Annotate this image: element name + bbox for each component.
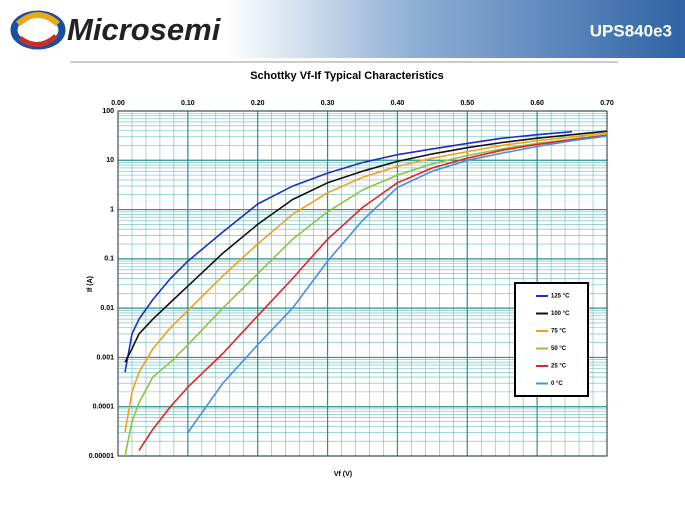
series-line <box>138 134 608 451</box>
legend-label: 25 °C <box>551 364 567 370</box>
header-band <box>0 0 685 58</box>
y-tick-label: 0.1 <box>104 256 114 263</box>
y-axis-label: If (A) <box>87 276 94 292</box>
series-line <box>124 130 608 363</box>
logo-text: Microsemi <box>67 12 222 47</box>
plot-frame <box>117 110 608 457</box>
x-tick-label: 0.20 <box>251 100 265 107</box>
y-tick-label: 10 <box>106 157 114 164</box>
y-tick-label: 0.0001 <box>93 404 115 411</box>
x-tick-label: 0.70 <box>600 100 614 107</box>
y-tick-label: 0.00001 <box>89 453 114 460</box>
legend-label: 100 °C <box>551 311 570 317</box>
x-tick-label: 0.60 <box>530 100 544 107</box>
legend-label: 0 °C <box>551 381 563 387</box>
legend-label: 75 °C <box>551 329 567 335</box>
legend-label: 125 °C <box>551 294 570 300</box>
logo-icon <box>10 10 66 50</box>
x-axis-label: Vf (V) <box>334 471 352 478</box>
series-line <box>124 130 573 373</box>
x-tick-label: 0.10 <box>181 100 195 107</box>
legend-label: 50 °C <box>551 346 567 352</box>
x-tick-label: 0.00 <box>111 100 125 107</box>
y-tick-label: 1 <box>110 206 114 213</box>
part-number: UPS840e3 <box>590 21 672 40</box>
series-line <box>124 133 608 457</box>
x-tick-label: 0.40 <box>391 100 405 107</box>
y-tick-label: 0.01 <box>100 305 114 312</box>
x-tick-label: 0.30 <box>321 100 335 107</box>
y-tick-label: 0.001 <box>96 354 114 361</box>
chart-title: Schottky Vf-If Typical Characteristics <box>250 70 444 82</box>
legend-box <box>514 282 589 397</box>
series-line <box>124 132 608 433</box>
x-tick-label: 0.50 <box>460 100 474 107</box>
y-tick-label: 100 <box>102 108 114 115</box>
series-line <box>187 135 608 433</box>
